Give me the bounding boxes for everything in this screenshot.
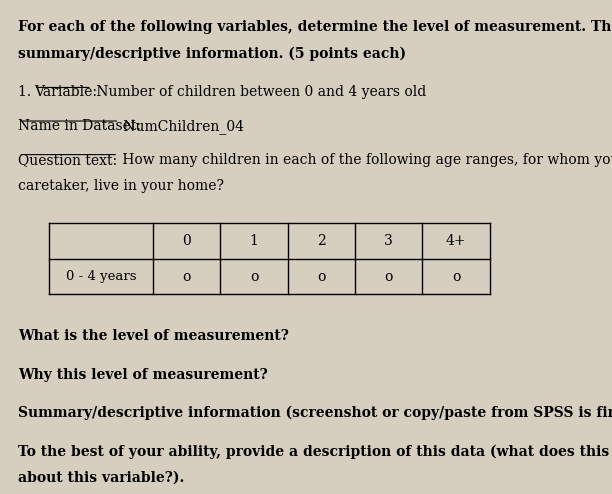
Text: o: o <box>317 270 326 284</box>
Text: about this variable?).: about this variable?). <box>18 471 185 485</box>
Text: 0: 0 <box>182 234 191 248</box>
Text: Why this level of measurement?: Why this level of measurement? <box>18 368 268 381</box>
Text: How many children in each of the following age ranges, for whom you are a primar: How many children in each of the followi… <box>118 153 612 166</box>
Text: 4+: 4+ <box>446 234 466 248</box>
Text: 1.: 1. <box>18 85 36 99</box>
Text: What is the level of measurement?: What is the level of measurement? <box>18 329 289 343</box>
Text: o: o <box>250 270 258 284</box>
Text: 0 - 4 years: 0 - 4 years <box>65 270 136 283</box>
Text: 2: 2 <box>317 234 326 248</box>
Text: To the best of your ability, provide a description of this data (what does this : To the best of your ability, provide a d… <box>18 445 612 459</box>
Text: o: o <box>384 270 393 284</box>
Text: NumChildren_04: NumChildren_04 <box>119 119 244 134</box>
Text: 3: 3 <box>384 234 393 248</box>
Text: 1: 1 <box>250 234 258 248</box>
Text: o: o <box>452 270 460 284</box>
Text: Question text:: Question text: <box>18 153 118 166</box>
Text: For each of the following variables, determine the level of measurement. Then, r: For each of the following variables, det… <box>18 20 612 34</box>
Text: Number of children between 0 and 4 years old: Number of children between 0 and 4 years… <box>92 85 426 99</box>
Text: o: o <box>182 270 191 284</box>
Text: caretaker, live in your home?: caretaker, live in your home? <box>18 179 225 193</box>
Text: Summary/descriptive information (screenshot or copy/paste from SPSS is fine):: Summary/descriptive information (screens… <box>18 406 612 420</box>
Text: Name in Dataset:: Name in Dataset: <box>18 119 141 133</box>
Text: Variable:: Variable: <box>34 85 97 99</box>
Text: summary/descriptive information. (5 points each): summary/descriptive information. (5 poin… <box>18 47 406 61</box>
